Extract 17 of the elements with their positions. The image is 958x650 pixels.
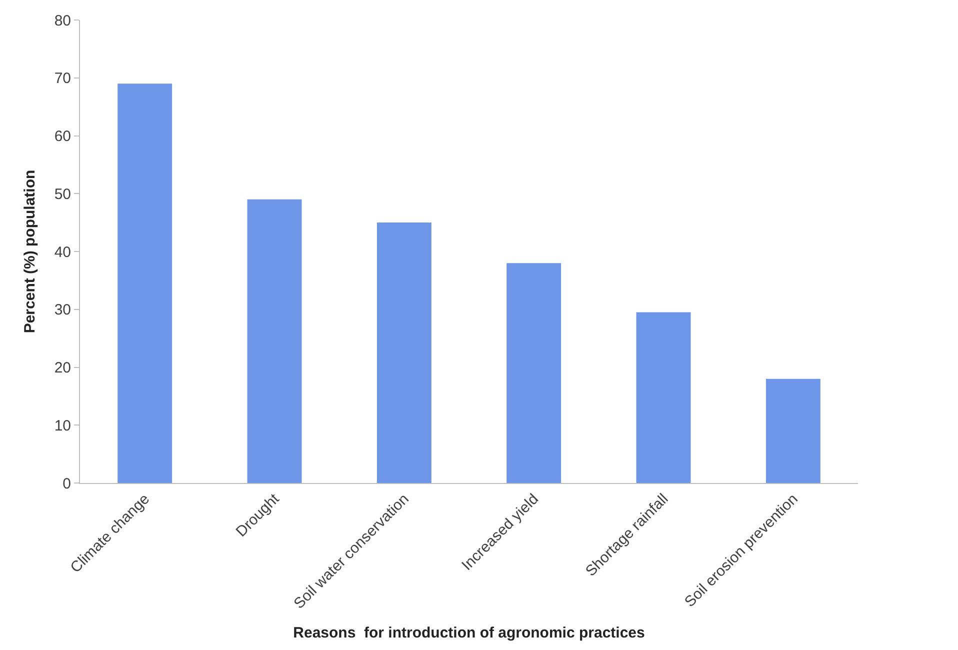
y-tick-label: 20 bbox=[54, 360, 71, 376]
y-tick-label: 10 bbox=[54, 417, 71, 434]
y-tick-label: 60 bbox=[54, 128, 71, 145]
y-tick-label: 40 bbox=[54, 244, 71, 261]
y-tick-label: 0 bbox=[62, 475, 71, 492]
bar bbox=[636, 312, 691, 483]
x-axis-title: Reasons for introduction of agronomic practices bbox=[293, 624, 645, 642]
y-tick-label: 70 bbox=[54, 70, 71, 88]
y-tick-label: 50 bbox=[54, 186, 71, 203]
y-tick-label: 80 bbox=[54, 12, 71, 30]
bar bbox=[506, 263, 562, 483]
y-axis-title: Percent (%) population bbox=[22, 170, 39, 334]
bar bbox=[118, 84, 172, 483]
bar bbox=[766, 378, 820, 483]
y-tick-label: 30 bbox=[54, 302, 71, 319]
bar bbox=[376, 222, 432, 483]
bar bbox=[247, 199, 302, 483]
